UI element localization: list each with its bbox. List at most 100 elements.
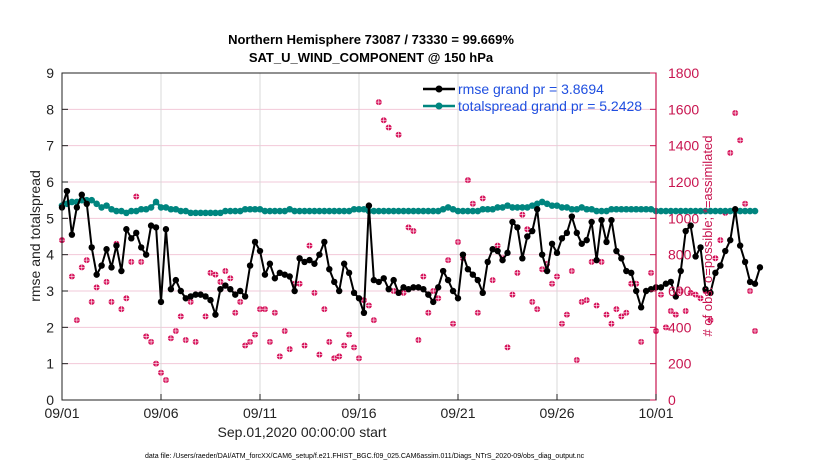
totalspread-point (311, 207, 318, 215)
obs-marker (410, 228, 417, 235)
totalspread-point (434, 207, 442, 215)
obs-marker (286, 346, 293, 353)
totalspread-point (553, 202, 561, 209)
obs-marker (687, 289, 694, 296)
totalspread-series (58, 196, 759, 217)
y-tick-label: 2 (46, 319, 54, 335)
rmse-point (113, 242, 120, 249)
y-tick-label: 7 (46, 138, 54, 154)
rmse-point (202, 293, 209, 300)
obs-marker (747, 288, 754, 294)
totalspread-point (172, 205, 180, 213)
totalspread-point (98, 204, 105, 211)
totalspread-point (543, 200, 551, 208)
rmse-point (162, 226, 170, 233)
totalspread-point (123, 209, 130, 217)
rmse-point (296, 255, 303, 262)
totalspread-point (524, 204, 531, 211)
rmse-point (479, 289, 486, 297)
totalspread-point (152, 198, 160, 206)
obs-marker (316, 351, 323, 358)
obs-marker (677, 288, 684, 294)
rmse-point (350, 289, 358, 297)
obs-marker (321, 306, 328, 313)
obs-marker (326, 338, 333, 345)
obs-marker (588, 258, 595, 265)
rmse-point (637, 304, 645, 311)
obs-marker (390, 288, 397, 294)
y-tick-label: 9 (46, 65, 54, 81)
rmse-point (133, 229, 140, 237)
totalspread-point (598, 207, 605, 215)
obs-marker (489, 277, 496, 284)
totalspread-point (464, 207, 472, 215)
obs-marker (732, 109, 739, 116)
rmse-point (286, 273, 293, 280)
obs-marker (271, 309, 278, 316)
legend: rmse grand pr = 3.8694 totalspread grand… (423, 81, 642, 114)
obs-marker (148, 338, 155, 345)
obs-marker (549, 280, 556, 287)
rmse-point (212, 311, 219, 318)
totalspread-point (326, 207, 333, 215)
legend-rmse-marker (435, 85, 443, 93)
obs-marker (618, 313, 625, 320)
rmse-point (677, 267, 684, 275)
totalspread-point (291, 207, 298, 215)
right-y-tick-label: 200 (668, 356, 692, 372)
rmse-point (108, 264, 115, 271)
obs-marker (252, 331, 259, 338)
obs-marker (742, 200, 749, 207)
obs-marker (737, 137, 744, 144)
totalspread-point (717, 207, 724, 215)
rmse-point (256, 247, 264, 255)
right-y-tick-label: 1800 (668, 65, 699, 81)
rmse-point (519, 255, 526, 262)
totalspread-point (132, 207, 140, 215)
totalspread-point (736, 207, 744, 215)
totalspread-point (449, 205, 457, 213)
obs-marker (336, 353, 343, 360)
rmse-point (459, 251, 467, 258)
obs-marker (261, 306, 268, 313)
totalspread-point (439, 205, 447, 213)
totalspread-point (405, 207, 412, 215)
data-file-note: data file: /Users/raeder/DAI/ATM_forcXX/… (145, 453, 585, 460)
obs-marker (143, 333, 150, 340)
rmse-point (192, 291, 199, 298)
totalspread-point (528, 202, 536, 209)
obs-marker (529, 298, 536, 305)
obs-marker (380, 117, 387, 124)
x-ticks: 09/01 09/06 09/11 09/16 09/21 09/26 10/01 (44, 394, 674, 421)
totalspread-point (321, 207, 328, 215)
totalspread-point (712, 207, 719, 215)
totalspread-point (494, 204, 501, 211)
x-tick-label: 09/06 (143, 405, 178, 421)
totalspread-point (647, 205, 655, 213)
obs-marker (311, 289, 318, 296)
rmse-point (410, 284, 417, 291)
totalspread-point (726, 207, 734, 215)
obs-marker (692, 291, 699, 298)
rmse-point (93, 271, 100, 278)
totalspread-point (212, 209, 219, 217)
obs-marker (469, 200, 476, 207)
rmse-point (246, 262, 254, 269)
rmse-point (172, 276, 180, 284)
totalspread-point (573, 205, 581, 213)
totalspread-point (692, 207, 699, 215)
rmse-point (543, 267, 551, 275)
rmse-point (746, 278, 754, 286)
legend-spread-label: totalspread grand pr = 5.2428 (458, 98, 642, 114)
totalspread-point (68, 198, 76, 206)
obs-marker (504, 344, 511, 351)
legend-rmse-label: rmse grand pr = 3.8694 (458, 81, 604, 97)
rmse-point (732, 206, 739, 213)
rmse-point (118, 267, 125, 275)
rmse-point (712, 269, 719, 277)
obs-marker (568, 268, 575, 275)
rmse-point (266, 260, 274, 267)
rmse-point (78, 191, 86, 198)
obs-marker (752, 327, 758, 334)
